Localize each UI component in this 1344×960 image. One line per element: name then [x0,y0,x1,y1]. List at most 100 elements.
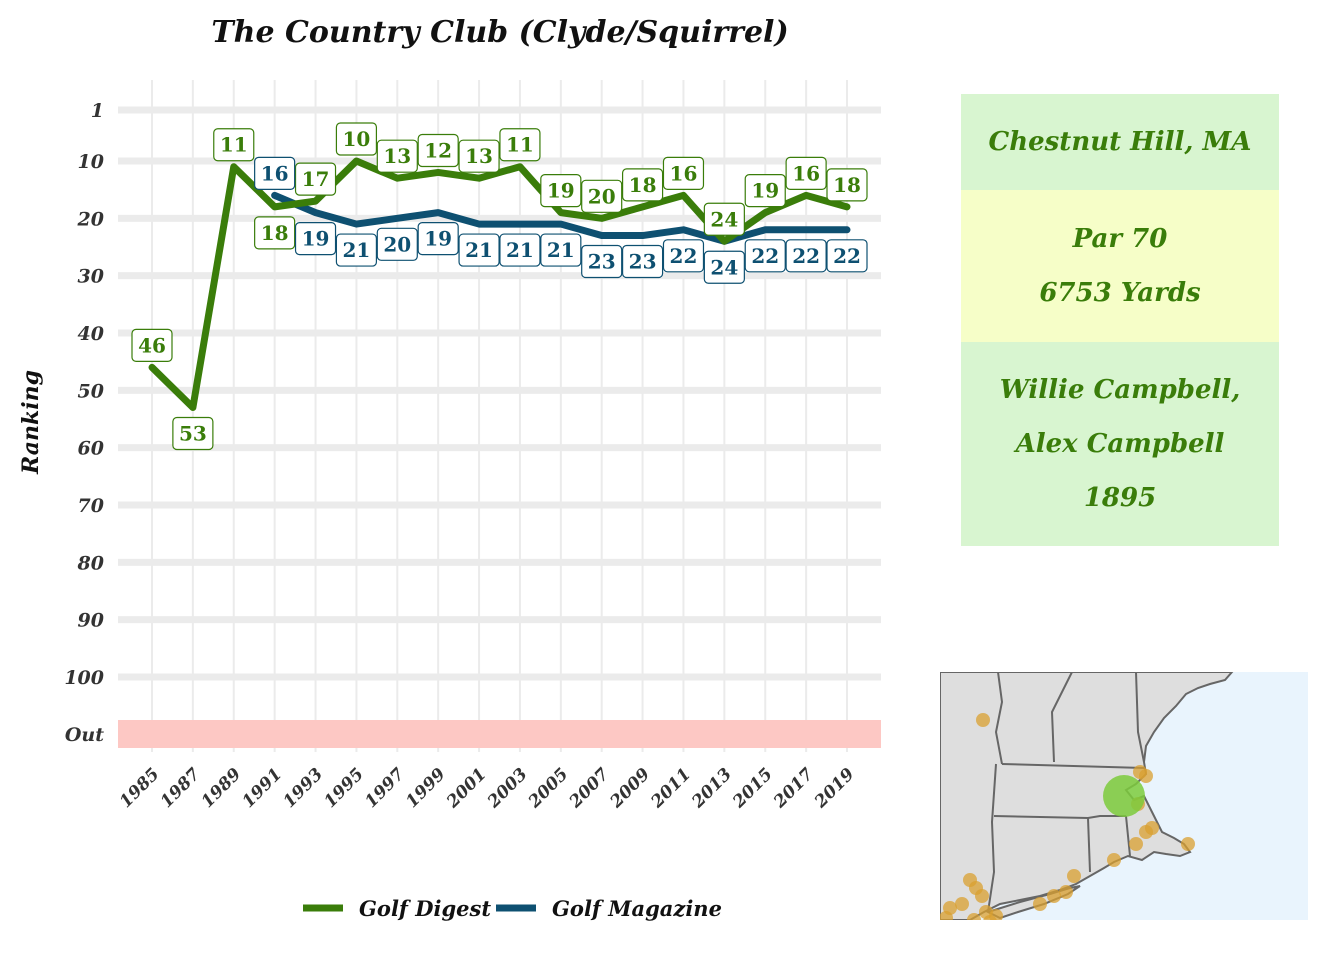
data-label-text: 23 [629,250,657,274]
data-label-text: 16 [670,161,698,185]
x-tick-label: 2015 [728,764,776,812]
data-label-text: 20 [383,232,411,256]
data-label-box [703,202,745,236]
data-label-box [254,156,296,190]
data-label-box [335,122,378,156]
y-tick-label: 70 [78,495,104,517]
course-marker [1059,885,1073,899]
data-label-box [376,139,418,173]
x-tick-label: 2017 [769,764,817,812]
data-label-box [540,233,582,267]
x-tick-label: 1985 [116,764,164,812]
course-marker [1047,889,1061,903]
course-marker [976,713,990,727]
course-marker [1107,853,1121,867]
x-axis-ticks: 1985198719891991199319951997199920012003… [116,764,859,812]
y-tick-label: 1 [91,100,104,122]
data-label: 11 [213,128,255,162]
data-label-box [499,128,541,162]
data-label-text: 19 [547,179,575,203]
data-label: 22 [662,239,705,273]
data-label: 12 [417,133,459,168]
data-label-text: 16 [261,161,289,185]
series-line-1 [271,191,851,245]
data-label-text: 24 [710,207,738,231]
data-label: 17 [294,162,337,196]
course-marker [1139,769,1153,783]
location-text: Chestnut Hill, MA [988,127,1252,157]
data-label-text: 22 [670,244,698,268]
data-label: 11 [499,128,541,162]
data-label-text: 19 [424,227,452,251]
data-label: 19 [294,222,337,256]
data-label: 18 [826,168,868,202]
series-lines [148,157,851,412]
data-label: 16 [254,156,296,190]
data-label-box [621,168,664,202]
y-tick-label: 60 [78,438,104,460]
data-label: 16 [785,156,827,190]
data-label-text: 11 [506,133,534,157]
data-label-text: 17 [302,167,330,191]
data-label-box [744,239,786,273]
location-box: Chestnut Hill, MA [961,94,1279,190]
data-label-text: 11 [220,133,248,157]
data-label-box [826,168,868,202]
y-axis-ticks: 1 10 20 30 40 50 60 70 80 90 100 Out [64,100,104,746]
data-label-box [458,139,500,173]
data-label: 19 [417,222,459,256]
data-label-box [335,233,378,267]
designer-line-1: Willie Campbell, [999,375,1241,405]
x-tick-label: 2003 [483,764,531,812]
data-label-text: 53 [179,422,207,446]
data-label: 23 [581,244,623,279]
data-label: 53 [172,416,214,451]
data-label-text: 21 [342,238,370,262]
data-label-box [294,162,337,196]
x-tick-label: 2009 [606,764,654,812]
x-tick-label: 1991 [239,764,287,812]
data-label-box [662,156,705,190]
legend-label: Golf Magazine [552,896,722,921]
data-label: 19 [540,174,582,208]
data-label-text: 20 [588,184,616,208]
data-label-box [826,239,868,273]
data-label: 23 [621,244,664,279]
highlight-marker [1103,775,1145,817]
data-label-box [458,233,500,267]
par-text: Par 70 [1072,224,1168,254]
x-tick-label: 1987 [157,764,205,812]
x-tick-label: 1993 [279,764,327,812]
out-band [118,720,881,748]
chart-title: The Country Club (Clyde/Squirrel) [211,15,788,50]
data-label: 21 [458,233,500,267]
par-yards-box: Par 70 6753 Yards [961,190,1279,342]
data-label-box [172,416,214,451]
data-label: 10 [335,122,378,156]
course-marker [1033,897,1047,911]
y-tick-out: Out [65,724,104,746]
data-label: 18 [621,168,664,202]
data-label-box [785,156,827,190]
data-label-text: 13 [465,144,493,168]
data-label-text: 22 [833,244,861,268]
data-label-text: 18 [261,221,289,245]
data-label: 18 [254,216,296,250]
x-tick-label: 2019 [810,764,858,812]
state-borders [987,672,1145,913]
data-label-text: 12 [424,138,452,162]
data-label-text: 21 [506,238,534,262]
data-label: 46 [131,328,173,362]
data-label-box [785,239,827,273]
designer-line-2: Alex Campbell [1015,429,1225,459]
course-marker [1067,869,1081,883]
data-label-text: 19 [302,227,330,251]
data-label: 21 [335,233,378,267]
data-label: 22 [785,239,827,273]
x-tick-label: 2001 [442,764,490,812]
legend: Golf Digest Golf Magazine [303,896,722,921]
data-labels: 46 53 11 18 17 10 13 12 13 11 19 20 18 16 24 19 16 18 16 19… [131,122,868,451]
data-label-text: 13 [383,144,411,168]
x-tick-label: 1999 [402,764,450,812]
x-tick-label: 1995 [320,764,368,812]
